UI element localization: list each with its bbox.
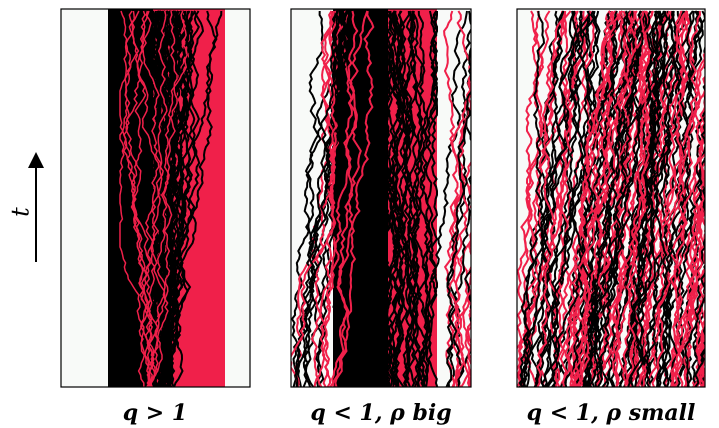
texture [624, 10, 651, 387]
panel-frame [290, 8, 472, 388]
caption: q < 1, ρ big [310, 400, 451, 426]
texture [612, 10, 652, 387]
texture [684, 238, 705, 387]
texture [459, 213, 471, 387]
texture [445, 289, 471, 387]
caption: q < 1, ρ small [527, 400, 696, 426]
texture [291, 10, 338, 387]
texture [139, 10, 167, 387]
texture [148, 10, 182, 387]
panel-q-greater-1 [61, 9, 250, 387]
texture [566, 10, 622, 387]
texture [684, 295, 705, 387]
texture [704, 369, 705, 387]
texture [149, 10, 188, 387]
texture [163, 10, 200, 387]
panel-frame [516, 8, 706, 388]
texture [551, 10, 584, 387]
texture [119, 10, 152, 387]
texture [640, 10, 661, 387]
texture [576, 10, 600, 387]
texture [313, 10, 342, 387]
texture [460, 141, 471, 387]
texture [363, 10, 390, 387]
texture [402, 10, 429, 387]
texture [685, 156, 705, 387]
texture [144, 10, 168, 387]
texture [586, 10, 648, 387]
texture [559, 10, 618, 387]
texture [630, 10, 669, 387]
texture [132, 10, 152, 387]
texture [541, 10, 578, 387]
texture [670, 178, 705, 387]
panel-rho-big [291, 9, 471, 387]
texture [669, 97, 705, 387]
texture [310, 11, 337, 387]
texture [698, 267, 705, 387]
texture [413, 10, 439, 387]
texture [391, 10, 430, 387]
texture [294, 10, 341, 387]
texture [383, 10, 408, 387]
texture [645, 10, 671, 387]
texture [562, 10, 612, 387]
texture [587, 10, 629, 387]
texture [519, 11, 546, 387]
caption: q > 1 [123, 400, 187, 426]
texture [662, 145, 705, 387]
texture [371, 10, 405, 387]
texture [683, 52, 705, 387]
texture [321, 10, 359, 387]
panel-frame [60, 8, 251, 388]
texture [334, 10, 375, 387]
texture [594, 10, 658, 387]
texture [638, 10, 694, 387]
texture [329, 10, 369, 387]
texture [639, 10, 702, 387]
texture [536, 11, 567, 387]
texture [295, 10, 348, 387]
texture [468, 375, 471, 387]
texture [544, 10, 586, 387]
texture [166, 10, 200, 387]
texture [669, 75, 705, 387]
texture [146, 10, 176, 387]
texture [655, 10, 701, 387]
texture [575, 10, 638, 387]
panel-rho-small [517, 9, 705, 387]
texture [352, 10, 372, 387]
texture [394, 10, 417, 387]
texture [424, 10, 468, 387]
texture [567, 10, 594, 387]
texture [372, 10, 398, 387]
texture [703, 384, 705, 387]
texture [527, 10, 564, 387]
texture [366, 10, 390, 387]
texture [545, 10, 619, 387]
texture [148, 10, 178, 387]
texture [450, 100, 471, 387]
axis-label: t [7, 207, 35, 217]
texture [386, 10, 411, 387]
texture [675, 194, 705, 387]
texture [646, 10, 688, 387]
texture [642, 10, 689, 387]
texture [393, 10, 415, 387]
texture [659, 10, 696, 387]
texture [651, 53, 705, 387]
texture [695, 290, 705, 387]
texture [407, 10, 438, 387]
